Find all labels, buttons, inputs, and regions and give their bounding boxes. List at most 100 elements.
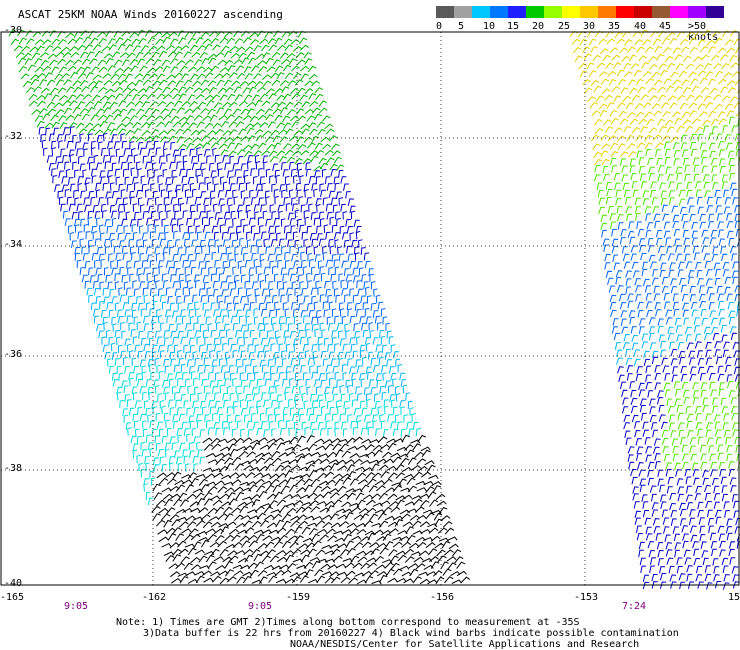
- wind-barb: [382, 533, 392, 542]
- wind-barb: [65, 114, 75, 121]
- wind-barb: [316, 394, 323, 403]
- wind-barb: [318, 107, 328, 114]
- wind-barb: [296, 294, 302, 303]
- wind-barb: [198, 288, 205, 297]
- wind-barb: [656, 53, 665, 61]
- wind-barb: [297, 218, 302, 227]
- wind-barb: [51, 66, 60, 74]
- wind-barb: [451, 579, 462, 585]
- wind-barb: [653, 79, 663, 86]
- wind-barb: [318, 343, 323, 352]
- wind-barb: [88, 245, 94, 254]
- wind-barb: [627, 46, 636, 54]
- wind-barb: [248, 484, 258, 492]
- wind-barb: [132, 232, 138, 241]
- wind-barb: [672, 293, 679, 302]
- wind-barb: [278, 372, 285, 380]
- wind-barb: [223, 79, 232, 87]
- wind-barb: [718, 308, 725, 317]
- wind-barb: [234, 246, 240, 255]
- wind-barb: [704, 190, 711, 198]
- wind-barb: [350, 506, 361, 513]
- wind-barb: [307, 280, 312, 289]
- wind-barb: [144, 351, 151, 359]
- wind-barb: [64, 161, 70, 170]
- wind-barb: [638, 157, 645, 165]
- wind-barb: [257, 322, 264, 331]
- wind-barb: [726, 47, 736, 54]
- wind-barb: [689, 110, 698, 118]
- wind-barb: [643, 358, 651, 367]
- wind-barb: [309, 100, 319, 107]
- wind-barb: [304, 569, 314, 577]
- wind-barb: [293, 260, 300, 268]
- wind-barb: [291, 386, 298, 394]
- wind-barb: [182, 449, 188, 458]
- wind-barb: [264, 378, 271, 387]
- wind-barb: [367, 351, 374, 360]
- wind-barb: [51, 147, 57, 156]
- wind-barb: [646, 221, 654, 230]
- wind-barb: [689, 285, 696, 294]
- wind-barb: [284, 308, 290, 317]
- wind-barb: [253, 176, 258, 185]
- wind-barb: [273, 407, 279, 416]
- wind-barb: [250, 197, 257, 205]
- wind-barb: [58, 115, 67, 122]
- wind-barb: [156, 421, 163, 429]
- wind-barb: [615, 270, 623, 278]
- wind-barb: [97, 31, 107, 38]
- wind-barb: [206, 130, 216, 137]
- wind-barb: [648, 127, 658, 134]
- wind-barb: [226, 114, 235, 121]
- wind-barb: [398, 478, 407, 487]
- wind-barb: [627, 293, 634, 301]
- wind-barb: [422, 536, 434, 542]
- wind-barb: [381, 365, 387, 373]
- wind-barb: [660, 262, 667, 270]
- wind-barb: [310, 506, 320, 513]
- wind-barb: [232, 296, 239, 304]
- wind-barb: [696, 350, 704, 358]
- wind-barb: [137, 168, 142, 177]
- wind-barb: [185, 351, 191, 360]
- wind-barb: [289, 572, 300, 578]
- wind-barb: [327, 344, 333, 352]
- wind-barb: [178, 93, 187, 101]
- wind-barb: [121, 218, 128, 227]
- wind-barb: [690, 78, 699, 86]
- wind-barb: [702, 125, 710, 133]
- wind-barb: [405, 526, 415, 534]
- wind-barb: [723, 341, 730, 349]
- wind-barb: [625, 206, 633, 214]
- wind-barb: [629, 236, 636, 245]
- wind-barb: [330, 522, 341, 529]
- wind-barb: [346, 492, 356, 500]
- wind-barb: [177, 302, 183, 311]
- wind-barb: [202, 216, 207, 226]
- wind-barb: [292, 309, 298, 317]
- wind-barb: [349, 478, 359, 486]
- wind-barb: [86, 51, 95, 59]
- wind-barb: [260, 308, 267, 317]
- wind-barb: [692, 469, 700, 477]
- wind-barb: [375, 294, 381, 304]
- wind-barb: [132, 449, 138, 459]
- wind-barb: [378, 357, 384, 366]
- wind-barb: [638, 382, 645, 391]
- wind-barb: [172, 281, 179, 289]
- wind-barb: [232, 323, 239, 331]
- wind-barb: [728, 541, 736, 549]
- wind-barb: [204, 94, 214, 101]
- wind-barb: [356, 579, 367, 585]
- wind-barb: [643, 350, 650, 359]
- wind-barb: [619, 237, 626, 245]
- wind-barb: [200, 295, 207, 303]
- wind-barb: [411, 413, 416, 422]
- wind-barb: [190, 564, 201, 571]
- wind-barb: [192, 294, 198, 303]
- wind-barb: [156, 364, 161, 374]
- wind-barb: [235, 65, 245, 72]
- wind-barb: [39, 107, 48, 115]
- wind-barb: [680, 142, 688, 150]
